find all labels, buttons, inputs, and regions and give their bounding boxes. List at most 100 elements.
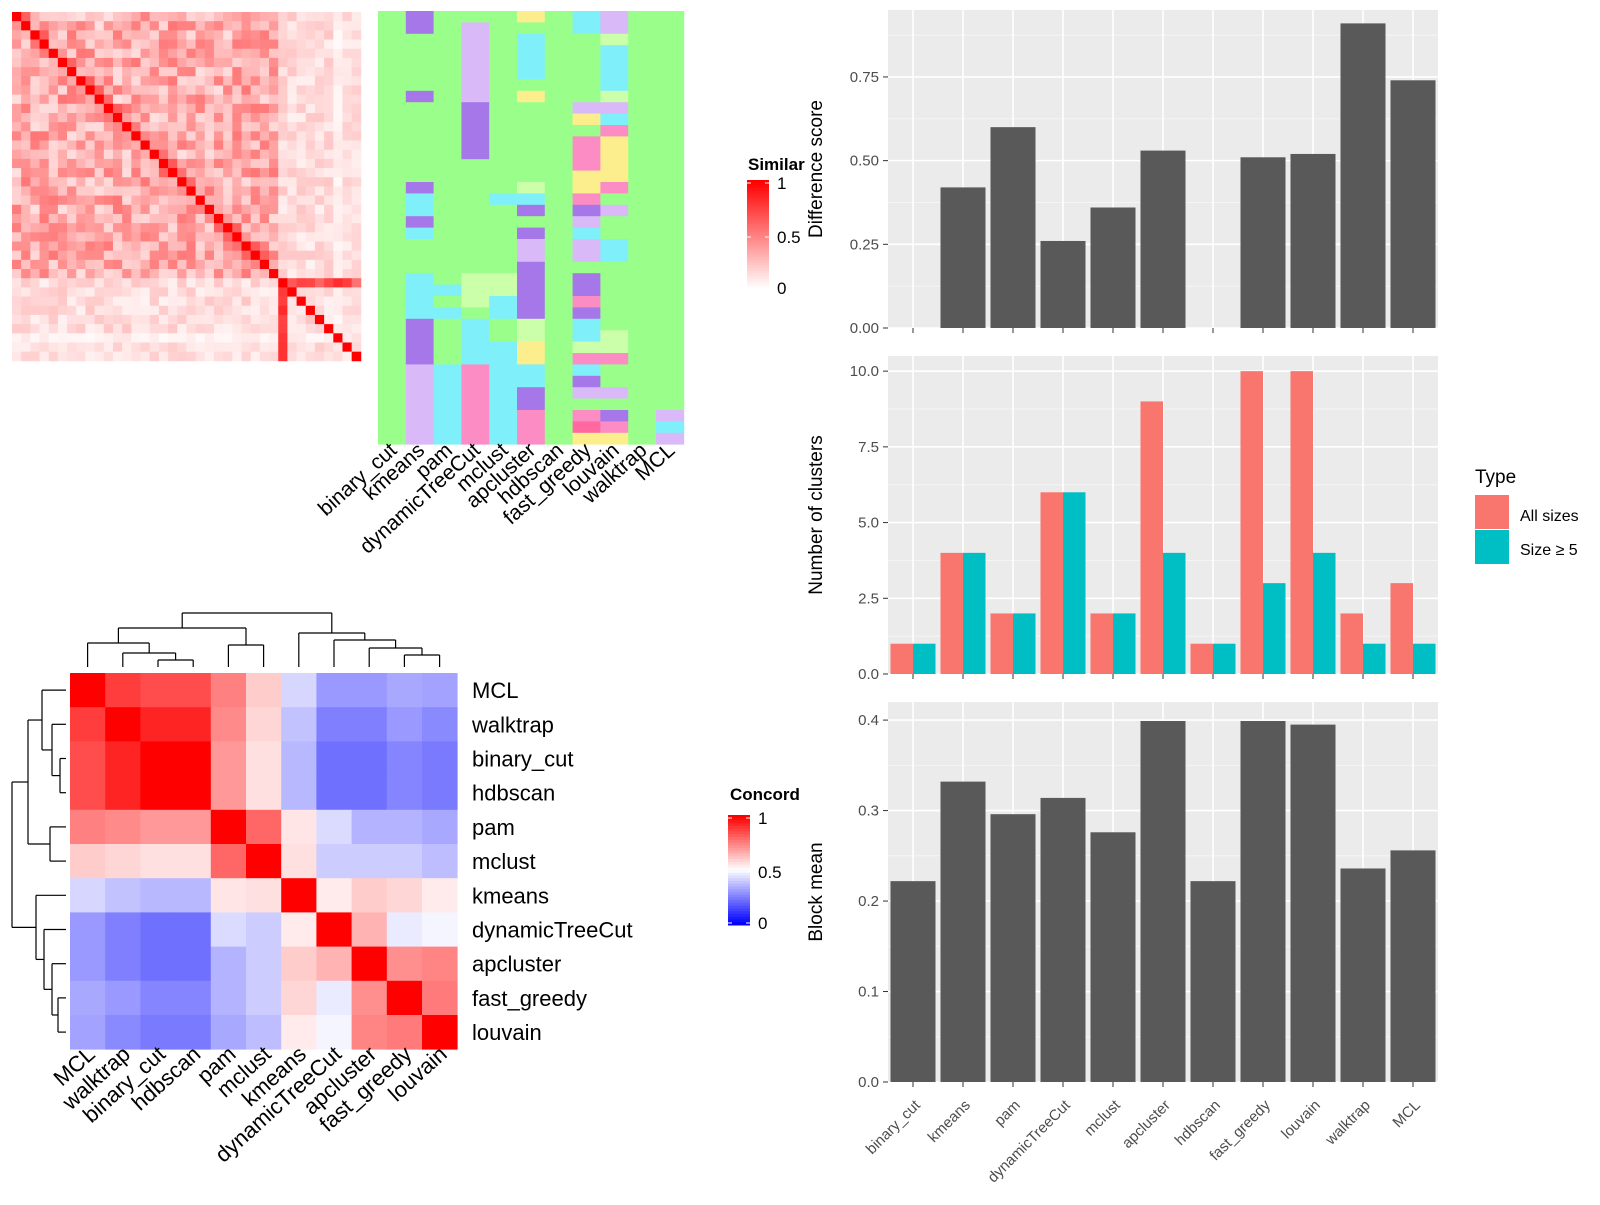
similarity-cell	[39, 250, 50, 261]
similarity-cell	[314, 204, 325, 215]
similarity-cell	[21, 342, 31, 353]
similarity-cell	[168, 223, 178, 233]
similarity-cell	[213, 140, 224, 151]
similarity-cell	[223, 278, 233, 288]
similarity-cell	[342, 85, 353, 96]
similarity-cell	[48, 112, 59, 123]
concordance-cell	[351, 844, 388, 879]
similarity-cell	[39, 232, 50, 242]
membership-cell	[405, 364, 434, 445]
similarity-cell	[122, 250, 132, 261]
similarity-cell	[186, 314, 196, 325]
similarity-cell	[305, 158, 316, 169]
similarity-cell	[314, 351, 325, 362]
similarity-cell	[103, 103, 114, 114]
similarity-cell	[149, 269, 160, 279]
similarity-cell	[241, 30, 252, 40]
similarity-cell	[305, 342, 316, 353]
concordance-cell	[351, 775, 388, 811]
similarity-cell	[351, 296, 362, 307]
similarity-cell	[112, 140, 123, 151]
similarity-cell	[195, 250, 206, 261]
similarity-cell	[177, 67, 187, 77]
similarity-cell	[333, 241, 343, 252]
concordance-legend-swatch	[728, 886, 750, 890]
similarity-cell	[342, 296, 353, 307]
similarity-cell	[131, 122, 141, 132]
similarity-cell	[85, 259, 96, 270]
similarity-cell	[223, 269, 233, 279]
similarity-cell	[269, 112, 279, 123]
similarity-cell	[314, 158, 325, 169]
concordance-cell	[386, 878, 423, 913]
similarity-cell	[278, 195, 288, 206]
similarity-cell	[278, 342, 288, 353]
similarity-cell	[122, 204, 132, 215]
bar-all-sizes	[890, 643, 913, 674]
similarity-cell	[296, 250, 307, 261]
similarity-cell	[85, 177, 96, 187]
similarity-cell	[278, 12, 288, 22]
similarity-cell	[250, 232, 261, 242]
similarity-cell	[140, 213, 151, 224]
similarity-cell	[342, 67, 353, 77]
similarity-cell	[76, 122, 86, 132]
similarity-cell	[131, 324, 141, 334]
concordance-cell	[175, 673, 212, 708]
concordance-cell	[70, 946, 106, 982]
similarity-cell	[223, 149, 233, 160]
concordance-cell	[105, 1015, 141, 1050]
similarity-cell	[223, 204, 233, 215]
similarity-cell	[351, 287, 362, 297]
similarity-cell	[342, 186, 353, 196]
membership-cell	[572, 102, 601, 114]
similarity-cell	[186, 213, 196, 224]
similarity-cell	[168, 21, 178, 31]
similarity-cell	[250, 48, 261, 59]
similarity-cell	[351, 259, 362, 270]
similarity-cell	[186, 85, 196, 96]
similarity-cell	[305, 305, 316, 316]
membership-cell	[572, 421, 601, 434]
similarity-cell	[269, 149, 279, 160]
similarity-cell	[351, 168, 362, 178]
similarity-cell	[324, 30, 334, 40]
membership-cell	[517, 341, 546, 365]
concordance-row-label: mclust	[472, 849, 536, 874]
similarity-cell	[241, 314, 252, 325]
similarity-cell	[140, 186, 151, 196]
similarity-cell	[39, 103, 50, 114]
similarity-cell	[333, 39, 343, 50]
similarity-cell	[12, 158, 22, 169]
concordance-cell	[386, 673, 423, 708]
similarity-cell	[39, 223, 50, 233]
x-tick-label: binary_cut	[863, 1096, 925, 1158]
membership-cell	[517, 318, 546, 342]
similarity-cell	[21, 76, 31, 86]
concordance-legend-swatch	[728, 883, 750, 887]
membership-cell	[405, 11, 434, 35]
similarity-cell	[12, 94, 22, 105]
similarity-cell	[67, 287, 77, 297]
similarity-cell	[57, 39, 68, 50]
membership-cell	[600, 364, 629, 388]
similarity-cell	[57, 305, 68, 316]
membership-cell	[600, 182, 629, 194]
similarity-cell	[122, 168, 132, 178]
similarity-cell	[324, 21, 334, 31]
similarity-cell	[67, 39, 77, 50]
similarity-cell	[76, 250, 86, 261]
membership-cell	[517, 239, 546, 263]
similarity-cell	[177, 149, 187, 160]
similarity-cell	[186, 232, 196, 242]
similarity-cell	[314, 39, 325, 50]
concordance-cell	[175, 946, 212, 982]
similarity-cell	[85, 278, 96, 288]
similarity-cell	[39, 287, 50, 297]
concordance-cell	[281, 980, 317, 1016]
similarity-cell	[122, 48, 132, 59]
similarity-cell	[140, 232, 151, 242]
similarity-cell	[30, 140, 40, 151]
similarity-cell	[21, 259, 31, 270]
similarity-cell	[140, 76, 151, 86]
